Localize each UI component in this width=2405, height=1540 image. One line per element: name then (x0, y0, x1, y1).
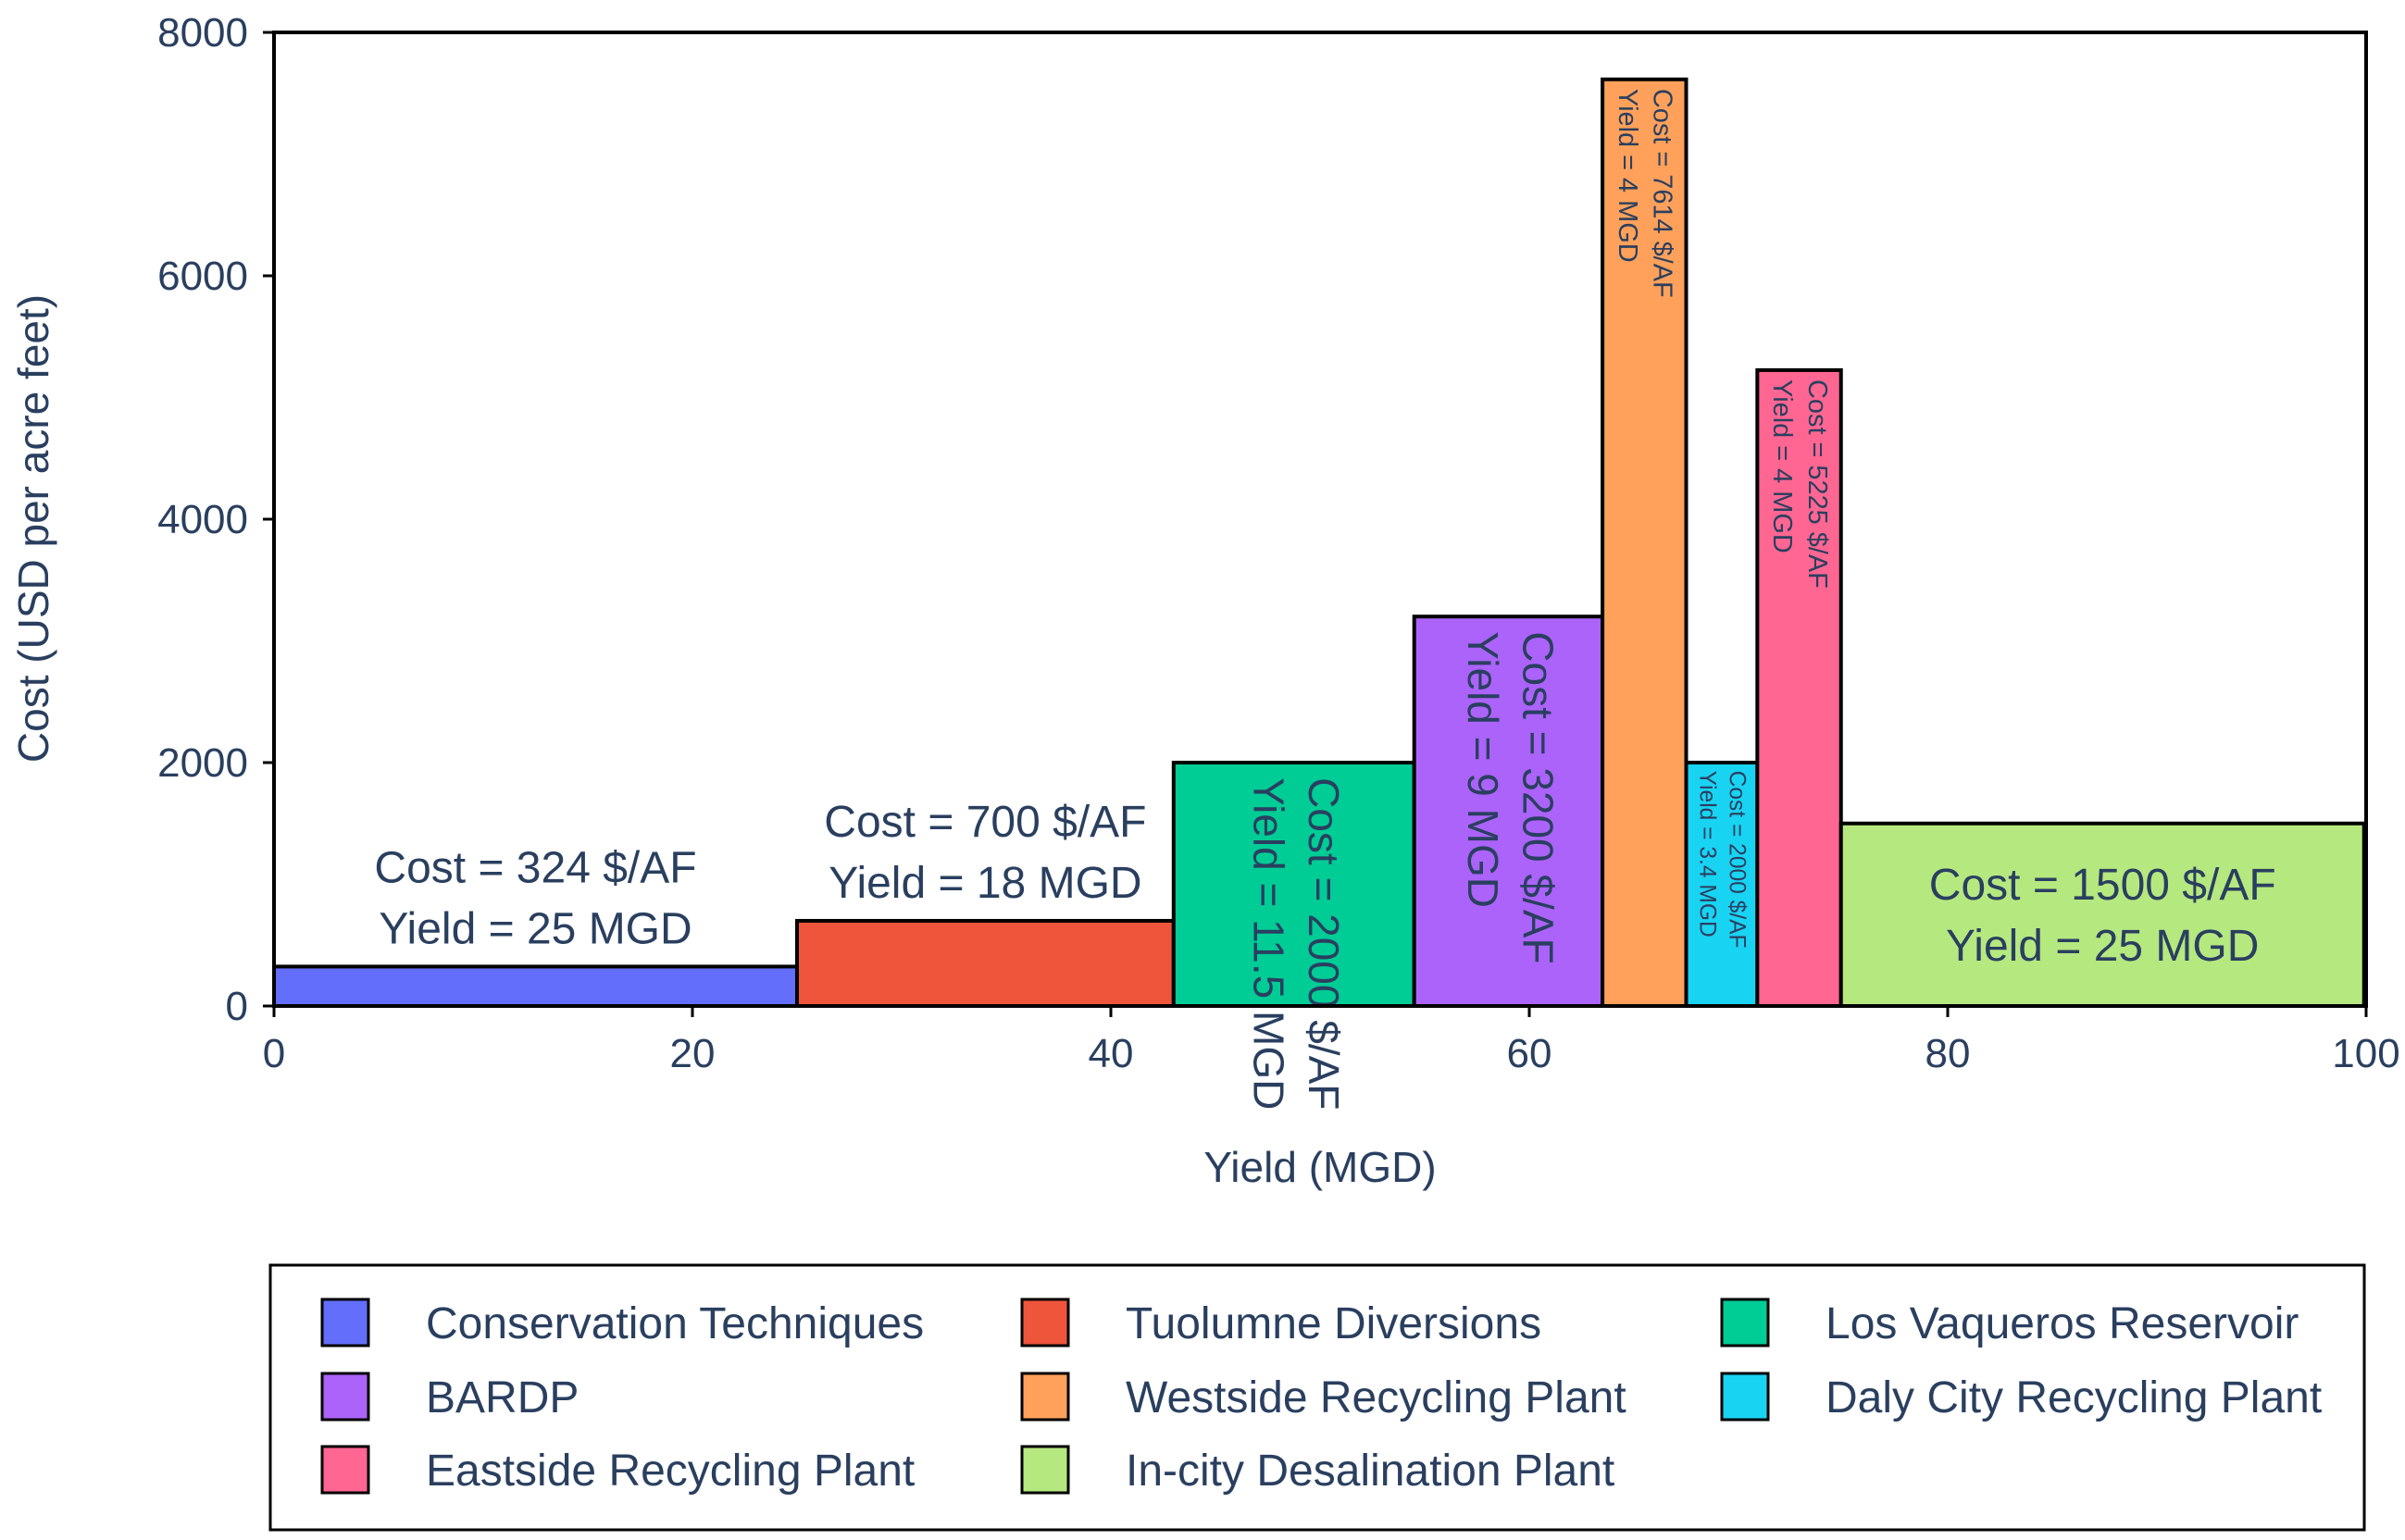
bar-daly-city-recycling-plant (1684, 761, 1760, 1008)
legend-swatch (320, 1298, 370, 1348)
legend-item-in-city-desalination-plant[interactable]: In-city Desalination Plant (1020, 1445, 1614, 1496)
x-tick-label: 80 (1925, 1031, 1971, 1076)
legend-item-eastside-recycling-plant[interactable]: Eastside Recycling Plant (320, 1445, 915, 1496)
legend: Conservation Techniques Tuolumne Diversio… (268, 1263, 2366, 1532)
bar-label-los-vaqueros-reservoir: Cost = 2000 $/AFYield = 11.5 MGD (1244, 777, 1348, 1110)
y-tick-label: 8000 (157, 10, 248, 56)
legend-item-conservation-techniques[interactable]: Conservation Techniques (320, 1298, 924, 1348)
x-tick-label: 20 (670, 1031, 716, 1076)
bars-layer (272, 77, 2366, 1009)
bar-los-vaqueros-reservoir (1171, 761, 1416, 1008)
bar-label-eastside-recycling-plant: Cost = 5225 $/AFYield = 4 MGD (1767, 379, 1832, 589)
bar-label-tuolumne-diversions: Cost = 700 $/AF Yield = 18 MGD (824, 798, 1146, 908)
legend-item-westside-recycling-plant[interactable]: Westside Recycling Plant (1020, 1372, 1626, 1422)
y-tick-label: 0 (226, 984, 248, 1029)
y-tick-label: 4000 (157, 497, 248, 542)
legend-swatch (1020, 1372, 1070, 1422)
legend-label: Tuolumne Diversions (1126, 1299, 1541, 1348)
legend-swatch (1720, 1298, 1770, 1348)
x-tick-label: 40 (1089, 1031, 1134, 1076)
legend-swatch (320, 1372, 370, 1422)
legend-swatch (1720, 1372, 1770, 1422)
legend-item-tuolumne-diversions[interactable]: Tuolumne Diversions (1020, 1298, 1541, 1348)
bar-label-in-city-desalination-plant: Cost = 1500 $/AF Yield = 25 MGD (1929, 861, 2276, 971)
bar-label-daly-city-recycling-plant: Cost = 2000 $/AFYield = 3.4 MGD (1695, 771, 1750, 949)
bar-label-bardp: Cost = 3200 $/AFYield = 9 MGD (1459, 631, 1563, 963)
legend-label: Conservation Techniques (426, 1299, 924, 1348)
x-axis: 0 20 40 60 80 100 (263, 1006, 2400, 1076)
bar-labels-layer: Cost = 324 $/AF Yield = 25 MGD Cost = 700 … (374, 89, 2275, 1110)
legend-item-bardp[interactable]: BARDP (320, 1372, 579, 1422)
x-tick-label: 100 (2332, 1031, 2399, 1076)
legend-label: Eastside Recycling Plant (426, 1447, 915, 1496)
legend-item-daly-city-recycling-plant[interactable]: Daly City Recycling Plant (1720, 1372, 2322, 1422)
bar-label-westside-recycling-plant: Cost = 7614 $/AFYield = 4 MGD (1613, 89, 1677, 298)
legend-swatch (1020, 1445, 1070, 1495)
bar-bardp (1412, 615, 1605, 1008)
legend-item-los-vaqueros-reservoir[interactable]: Los Vaqueros Reservoir (1720, 1298, 2299, 1348)
legend-swatch (1020, 1298, 1070, 1348)
bar-tuolumne-diversions (795, 918, 1176, 1009)
y-tick-label: 2000 (157, 740, 248, 786)
legend-label: Los Vaqueros Reservoir (1826, 1299, 2299, 1348)
legend-frame (268, 1263, 2366, 1532)
y-axis: 0 2000 4000 6000 8000 (157, 10, 274, 1029)
x-tick-label: 0 (263, 1031, 285, 1076)
bar-in-city-desalination-plant (1838, 821, 2366, 1008)
bar-conservation-techniques (272, 964, 799, 1009)
x-axis-title: Yield (MGD) (1203, 1143, 1436, 1191)
legend-swatch (320, 1445, 370, 1495)
x-tick-label: 60 (1507, 1031, 1552, 1076)
bar-label-conservation-techniques: Cost = 324 $/AF Yield = 25 MGD (374, 843, 696, 953)
legend-label: BARDP (426, 1373, 579, 1422)
y-tick-label: 6000 (157, 254, 248, 299)
legend-label: In-city Desalination Plant (1126, 1447, 1614, 1496)
legend-label: Daly City Recycling Plant (1826, 1373, 2322, 1422)
y-axis-title: Cost (USD per acre feet) (9, 294, 57, 763)
legend-label: Westside Recycling Plant (1126, 1373, 1626, 1422)
